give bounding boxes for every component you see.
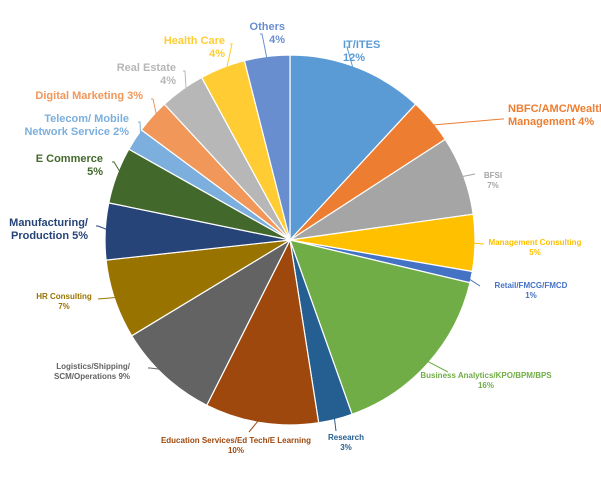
leader-line-e-commerce: [112, 161, 125, 179]
slice-logistics-shipping-scm-operations: [130, 238, 292, 407]
leader-line-management-consulting: [467, 242, 485, 245]
label-retail-fmcg-fmcd: Retail/FMCG/FMCD 1%: [495, 281, 568, 300]
leader-line-nbfc-amc-wealth-management: [425, 118, 504, 127]
slice-others: [243, 54, 291, 241]
leader-line-bfsi: [456, 173, 476, 179]
leader-line-manufacturing-production: [96, 225, 113, 233]
label-business-analytics-kpo-bpm-bps: Business Analytics/KPO/BPM/BPS 16%: [420, 371, 552, 390]
leader-line-digital-marketing: [151, 98, 159, 122]
leader-line-education-services-ed-tech-e-learning: [248, 415, 263, 433]
label-real-estate: Real Estate 4%: [117, 62, 177, 87]
label-digital-marketing: Digital Marketing 3%: [35, 90, 143, 102]
slice-business-analytics-kpo-bpm-bps: [289, 239, 471, 416]
leader-line-business-analytics-kpo-bpm-bps: [421, 358, 449, 373]
leader-line-retail-fmcg-fmcd: [463, 275, 481, 287]
label-bfsi: BFSI 7%: [484, 171, 502, 190]
leader-line-logistics-shipping-scm-operations: [148, 367, 170, 371]
leader-line-telecom-mobile-network-service: [138, 121, 142, 144]
label-research: Research 3%: [328, 433, 364, 452]
label-education-services-ed-tech-e-learning: Education Services/Ed Tech/E Learning 10%: [161, 436, 311, 455]
label-e-commerce: E Commerce 5%: [36, 153, 103, 178]
label-nbfc-amc-wealth-management: NBFC/AMC/Wealth Management 4%: [508, 103, 601, 128]
slice-education-services-ed-tech-e-learning: [205, 238, 320, 426]
leader-lines: [96, 33, 504, 433]
label-logistics-shipping-scm-operations: Logistics/Shipping/SCM/Operations 9%: [54, 362, 131, 381]
label-manufacturing-production: Manufacturing/Production 5%: [9, 217, 88, 242]
leader-line-research: [333, 412, 337, 432]
label-it-ites: IT/ITES 12%: [343, 39, 380, 64]
label-others: Others 4%: [250, 21, 286, 46]
label-management-consulting: Management Consulting 5%: [489, 238, 582, 257]
leader-line-hr-consulting: [97, 296, 122, 300]
label-health-care: Health Care 4%: [164, 35, 225, 60]
slice-it-ites: [289, 54, 417, 242]
leader-line-health-care: [224, 43, 233, 75]
label-telecom-mobile-network-service: Telecom/ Mobile Network Service 2%: [24, 113, 129, 138]
slice-labels: IT/ITES 12% NBFC/AMC/Wealth Management 4% BF…: [9, 21, 601, 455]
leader-line-real-estate: [183, 70, 187, 96]
pie-slices: [104, 54, 476, 426]
leader-line-others: [260, 33, 269, 64]
label-hr-consulting: HR Consulting 7%: [36, 292, 92, 311]
leader-line-it-ites: [346, 46, 356, 75]
